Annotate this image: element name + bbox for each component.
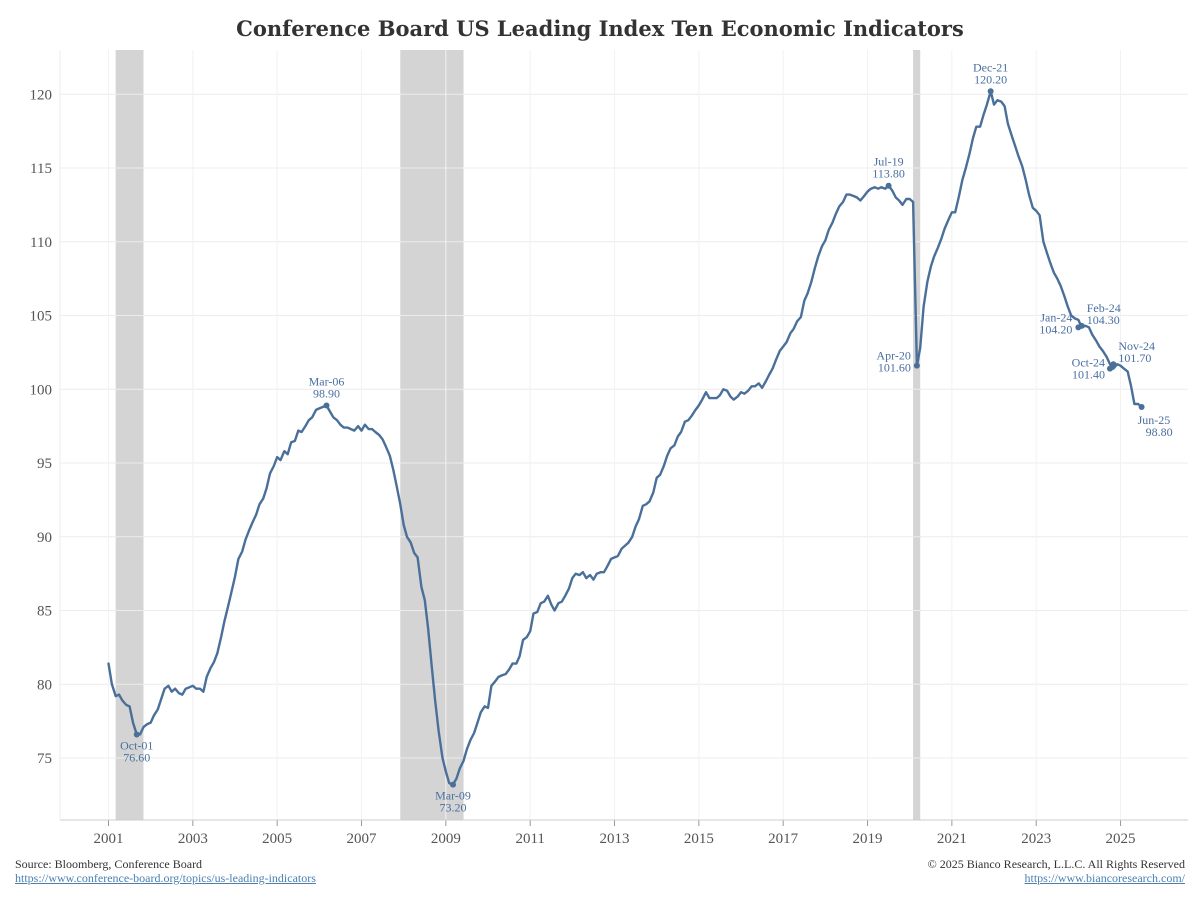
x-tick-label: 2021 bbox=[937, 831, 967, 847]
y-tick-label: 85 bbox=[37, 604, 52, 620]
y-tick-label: 115 bbox=[30, 161, 52, 177]
annotation-point bbox=[913, 362, 920, 369]
annotation-value: 104.20 bbox=[1039, 322, 1072, 336]
x-tick-label: 2007 bbox=[347, 831, 378, 847]
y-tick-label: 100 bbox=[30, 382, 53, 398]
chart-title: Conference Board US Leading Index Ten Ec… bbox=[236, 16, 964, 41]
recession-band bbox=[913, 50, 921, 820]
y-tick-label: 105 bbox=[30, 309, 53, 325]
annotation-point bbox=[133, 731, 140, 738]
x-tick-label: 2015 bbox=[684, 831, 714, 847]
annotation-date: Nov-24 bbox=[1118, 339, 1155, 353]
annotation-value: 98.90 bbox=[313, 386, 340, 400]
annotation-point bbox=[885, 182, 892, 189]
site-link[interactable]: https://www.biancoresearch.com/ bbox=[1024, 871, 1185, 885]
annotation-date: Apr-20 bbox=[876, 349, 910, 363]
annotation-date: Oct-01 bbox=[120, 738, 153, 752]
x-tick-label: 2023 bbox=[1021, 831, 1051, 847]
annotation-date: Feb-24 bbox=[1087, 301, 1121, 315]
copyright-text: © 2025 Bianco Research, L.L.C. All Right… bbox=[927, 857, 1185, 871]
y-tick-label: 90 bbox=[37, 530, 52, 546]
x-tick-label: 2017 bbox=[768, 831, 799, 847]
annotation-date: Dec-21 bbox=[973, 60, 1008, 74]
annotation-date: Oct-24 bbox=[1072, 356, 1105, 370]
annotation-date: Jan-24 bbox=[1040, 310, 1072, 324]
annotation-date: Jul-19 bbox=[874, 155, 904, 169]
annotation-point bbox=[1138, 403, 1145, 410]
annotation-date: Mar-06 bbox=[309, 374, 345, 388]
annotation-value: 98.80 bbox=[1146, 425, 1173, 439]
annotation-value: 104.30 bbox=[1087, 313, 1120, 327]
annotation-point bbox=[450, 781, 457, 788]
x-tick-label: 2025 bbox=[1106, 831, 1136, 847]
annotation-value: 101.60 bbox=[878, 361, 911, 375]
x-tick-label: 2019 bbox=[853, 831, 883, 847]
x-tick-label: 2005 bbox=[262, 831, 292, 847]
series-line bbox=[107, 90, 1143, 786]
annotation-point bbox=[1110, 361, 1117, 368]
x-tick-label: 2003 bbox=[178, 831, 208, 847]
recession-band bbox=[115, 50, 144, 820]
x-tick-label: 2001 bbox=[93, 831, 123, 847]
footer-copyright: © 2025 Bianco Research, L.L.C. All Right… bbox=[928, 857, 1185, 885]
annotation-value: 120.20 bbox=[974, 72, 1007, 86]
annotation-point bbox=[987, 88, 994, 95]
x-tick-label: 2013 bbox=[600, 831, 630, 847]
annotation-date: Mar-09 bbox=[435, 789, 471, 803]
annotation-value: 76.60 bbox=[123, 750, 150, 764]
annotation-value: 73.20 bbox=[440, 801, 467, 815]
recession-band bbox=[400, 50, 464, 820]
annotation-value: 101.70 bbox=[1118, 351, 1151, 365]
y-tick-label: 95 bbox=[37, 456, 52, 472]
source-text: Source: Bloomberg, Conference Board bbox=[15, 857, 203, 871]
annotation-value: 113.80 bbox=[872, 167, 905, 181]
y-tick-label: 80 bbox=[37, 677, 52, 693]
annotation-point bbox=[323, 402, 330, 409]
annotation-point bbox=[1106, 365, 1113, 372]
y-tick-label: 110 bbox=[30, 235, 52, 251]
annotation-date: Jun-25 bbox=[1138, 413, 1171, 427]
annotation-value: 101.40 bbox=[1072, 368, 1105, 382]
footer-source: Source: Bloomberg, Conference Board http… bbox=[15, 857, 316, 885]
annotation-point bbox=[1078, 322, 1085, 329]
y-tick-label: 120 bbox=[30, 87, 53, 103]
source-link[interactable]: https://www.conference-board.org/topics/… bbox=[15, 871, 316, 885]
x-tick-label: 2009 bbox=[431, 831, 461, 847]
y-tick-label: 75 bbox=[37, 751, 52, 767]
x-tick-label: 2011 bbox=[515, 831, 544, 847]
